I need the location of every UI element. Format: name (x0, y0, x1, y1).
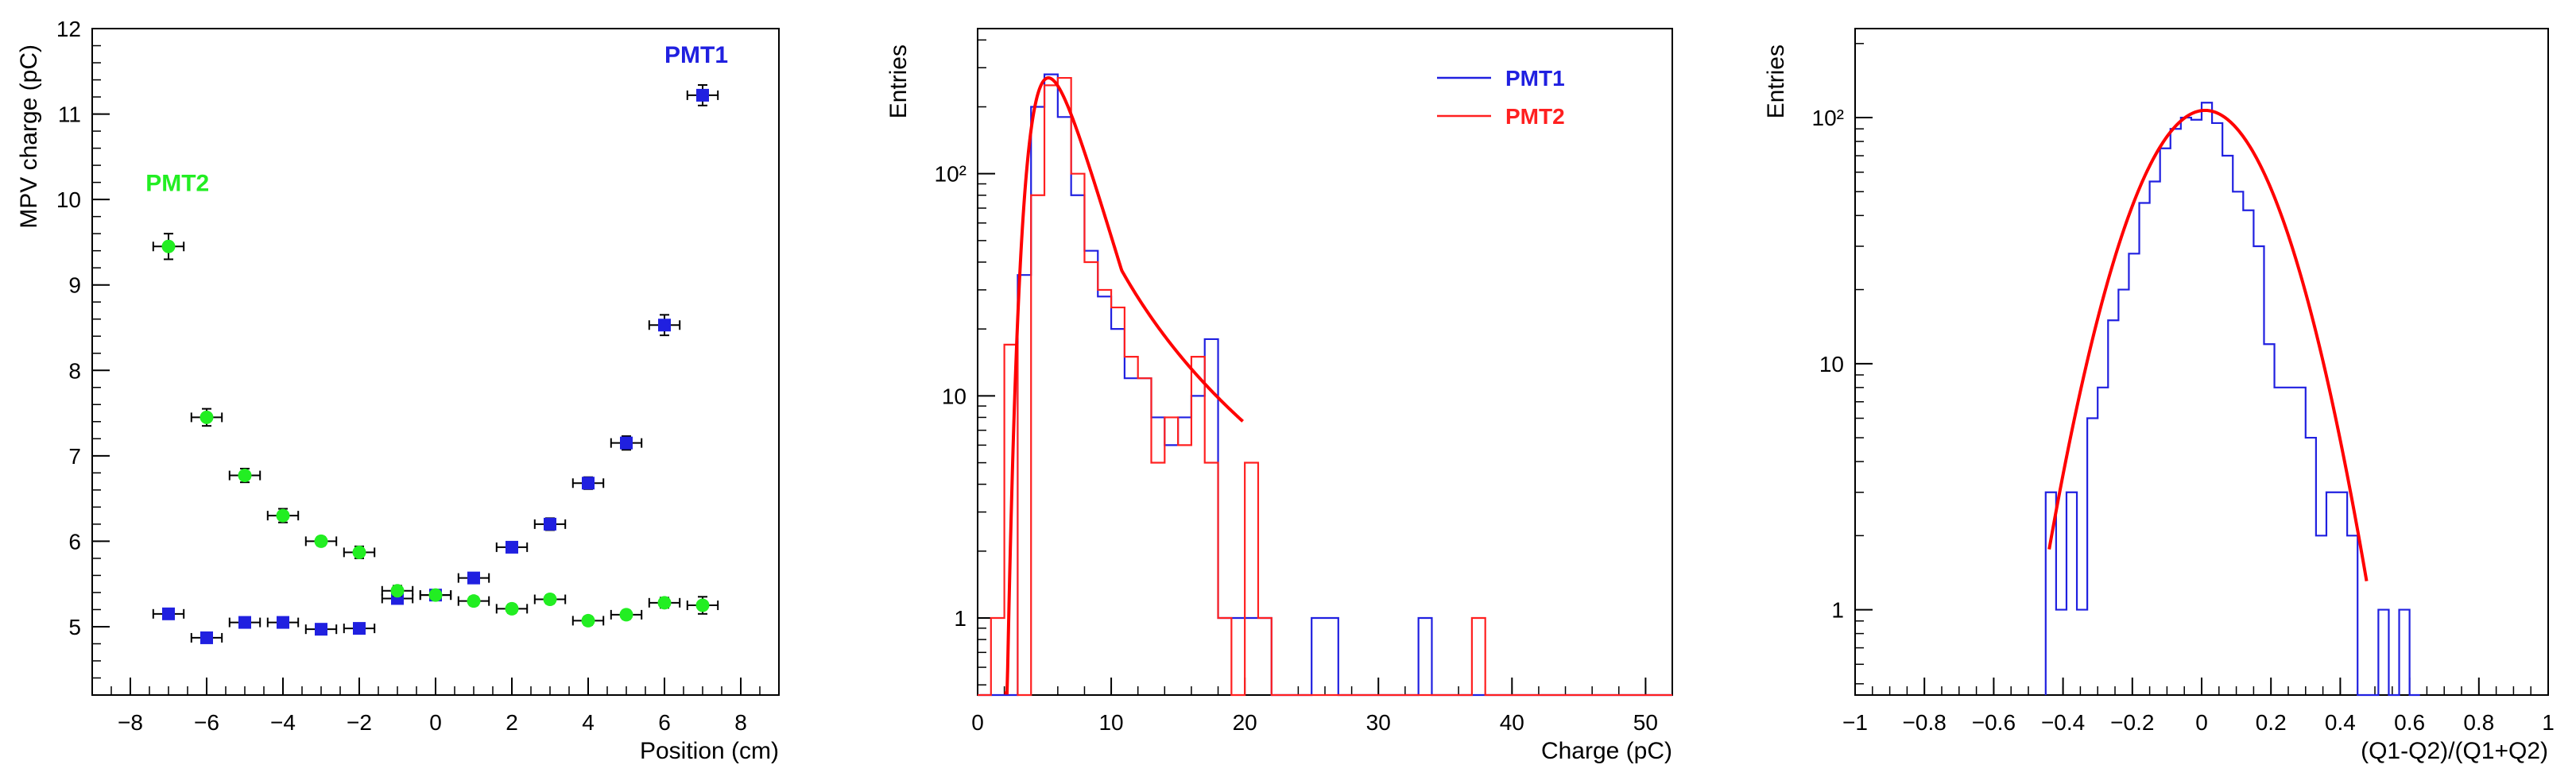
x-tick-label: 40 (1500, 710, 1524, 735)
annotation-pmt1: PMT1 (664, 42, 728, 68)
data-point-pmt1 (277, 616, 289, 629)
data-point-pmt1 (544, 517, 556, 531)
x-tick-label: −6 (194, 710, 219, 735)
plot-frame (977, 28, 1673, 696)
y-tick-label: 10² (935, 162, 966, 187)
data-point-pmt2 (543, 593, 557, 607)
data-point-pmt1 (620, 436, 633, 450)
x-tick-label: −0.8 (1903, 710, 1947, 735)
x-tick-label: 0.4 (2325, 710, 2356, 735)
x-axis-label: (Q1-Q2)/(Q1+Q2) (2361, 738, 2548, 764)
data-point-pmt2 (390, 584, 405, 598)
x-tick-label: −1 (1842, 710, 1868, 735)
data-point-pmt2 (199, 410, 214, 424)
x-tick-label: 4 (582, 710, 595, 735)
data-point-pmt1 (315, 623, 327, 636)
y-tick-label: 7 (68, 444, 81, 469)
data-point-pmt1 (238, 616, 251, 629)
y-tick-label: 10 (56, 187, 81, 212)
x-tick-label: 20 (1233, 710, 1257, 735)
x-axis-label: Position (cm) (640, 738, 779, 764)
data-point-pmt2 (314, 534, 328, 548)
data-point-pmt1 (582, 477, 595, 490)
x-tick-label: 30 (1366, 710, 1391, 735)
x-tick-label: 0 (2195, 710, 2208, 735)
legend-label-pmt2: PMT2 (1505, 104, 1565, 129)
x-axis-label: Charge (pC) (1541, 738, 1672, 764)
data-point-pmt2 (238, 469, 252, 483)
data-point-pmt2 (695, 598, 710, 612)
data-point-pmt1 (506, 540, 518, 554)
x-tick-label: 6 (658, 710, 671, 735)
histogram-pmt1 (978, 73, 1672, 697)
x-tick-label: 0 (429, 710, 442, 735)
data-point-pmt2 (428, 588, 443, 602)
data-point-pmt1 (467, 571, 480, 585)
x-tick-label: 2 (506, 710, 518, 735)
y-axis-label: Entries (1763, 44, 1789, 118)
data-point-pmt1 (162, 607, 175, 620)
x-tick-label: 0.6 (2394, 710, 2425, 735)
fit-curve (2047, 108, 2369, 581)
legend-label-pmt1: PMT1 (1505, 66, 1565, 91)
data-point-pmt1 (200, 631, 213, 644)
data-point-pmt2 (657, 596, 672, 610)
y-tick-label: 8 (68, 358, 81, 383)
plot-frame (1854, 28, 2549, 696)
data-point-pmt2 (619, 608, 633, 622)
plot-asymmetry-histogram: −1 −0.8 −0.6 −0.4 −0.2 0 0.2 0.4 0.6 0.8 1 1 10 10² (Q… (1763, 28, 2555, 764)
data-point-pmt1 (353, 622, 366, 635)
x-tick-label: 0 (971, 710, 984, 735)
x-tick-label: −0.6 (1972, 710, 2016, 735)
y-tick-label: 1 (954, 606, 966, 631)
y-tick-label: 5 (68, 615, 81, 639)
x-tick-label: −0.4 (2041, 710, 2085, 735)
y-tick-label: 6 (68, 529, 81, 554)
fit-curve (1004, 76, 1244, 695)
data-point-pmt2 (161, 239, 176, 253)
y-tick-label: 1 (1831, 598, 1844, 623)
y-tick-label: 9 (68, 273, 81, 298)
x-tick-label: 0.2 (2256, 710, 2287, 735)
x-tick-label: 0.8 (2463, 710, 2494, 735)
y-axis-label: Entries (885, 44, 912, 118)
y-tick-label: 12 (56, 17, 81, 41)
x-tick-label: −0.2 (2110, 710, 2154, 735)
data-point-pmt1 (658, 319, 671, 332)
data-point-pmt2 (505, 601, 519, 616)
histogram-pmt1 (2044, 102, 2420, 697)
data-point-pmt2 (276, 508, 290, 523)
x-tick-label: −8 (118, 710, 143, 735)
x-tick-label: −4 (270, 710, 296, 735)
plot-mpv-vs-position: −8 −6 −4 −2 0 2 4 6 8 5 6 7 8 9 10 11 12 Position (cm) MPV… (16, 17, 780, 764)
data-point-pmt1 (696, 88, 709, 102)
x-tick-label: 50 (1633, 710, 1658, 735)
histogram-pmt2 (978, 76, 1672, 697)
plot-charge-histogram: 0 10 20 30 40 50 1 10 10² Charge (pC) Entries PMT1 P… (885, 28, 1673, 764)
x-tick-label: 1 (2542, 710, 2555, 735)
x-tick-label: 8 (734, 710, 747, 735)
annotation-pmt2: PMT2 (145, 170, 209, 196)
y-tick-label: 10 (942, 384, 966, 408)
y-tick-label: 10² (1812, 106, 1844, 130)
data-point-pmt2 (581, 613, 595, 628)
y-axis-label: MPV charge (pC) (16, 44, 42, 229)
y-tick-label: 11 (58, 102, 81, 127)
x-tick-label: 10 (1098, 710, 1123, 735)
y-tick-label: 10 (1819, 352, 1844, 377)
x-tick-label: −2 (347, 710, 372, 735)
data-point-pmt2 (467, 594, 481, 608)
data-point-pmt2 (352, 545, 366, 559)
